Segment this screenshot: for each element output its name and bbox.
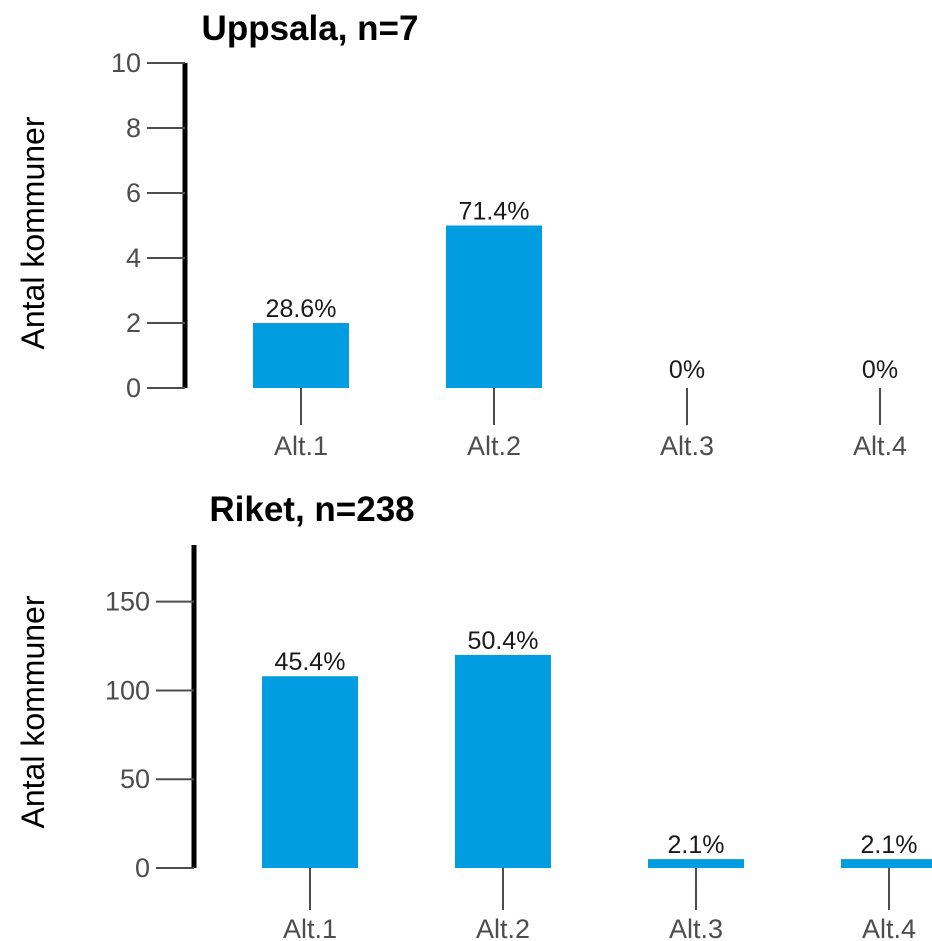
x-tick-label: Alt.4 [853,431,907,461]
bar-data-label: 2.1% [668,831,725,859]
y-tick-label: 0 [135,853,150,883]
chart-title: Uppsala, n=7 [202,9,419,48]
x-tick-label: Alt.2 [476,914,530,941]
chart-title: Riket, n=238 [209,490,414,529]
bar-data-label: 0% [669,356,705,384]
bar-data-label: 2.1% [861,831,918,859]
y-tick-label: 50 [120,764,150,794]
x-tick-label: Alt.1 [274,431,328,461]
bar-alt2 [455,654,551,868]
x-tick-label: Alt.3 [660,431,714,461]
y-tick-label: 100 [105,675,150,705]
y-axis-label: Antal kommuner [15,116,51,349]
bar-alt4 [841,859,932,868]
y-tick-label: 4 [126,243,141,273]
y-tick-label: 0 [126,373,141,403]
bar-alt1 [253,323,349,388]
y-tick-label: 6 [126,178,141,208]
bar-data-label: 50.4% [468,627,539,655]
bar-data-label: 71.4% [459,198,530,226]
y-tick-label: 150 [105,587,150,617]
bar-alt3 [648,859,744,868]
y-axis-label: Antal kommuner [15,595,51,828]
bar-data-label: 0% [862,356,898,384]
x-tick-label: Alt.4 [862,914,916,941]
bar-alt1 [262,676,358,868]
x-tick-label: Alt.3 [669,914,723,941]
y-tick-label: 2 [126,308,141,338]
x-tick-label: Alt.2 [467,431,521,461]
bar-alt2 [446,225,542,388]
x-tick-label: Alt.1 [283,914,337,941]
y-tick-label: 8 [126,113,141,143]
bar-data-label: 45.4% [275,648,346,676]
y-tick-label: 10 [111,48,141,78]
bar-data-label: 28.6% [266,295,337,323]
